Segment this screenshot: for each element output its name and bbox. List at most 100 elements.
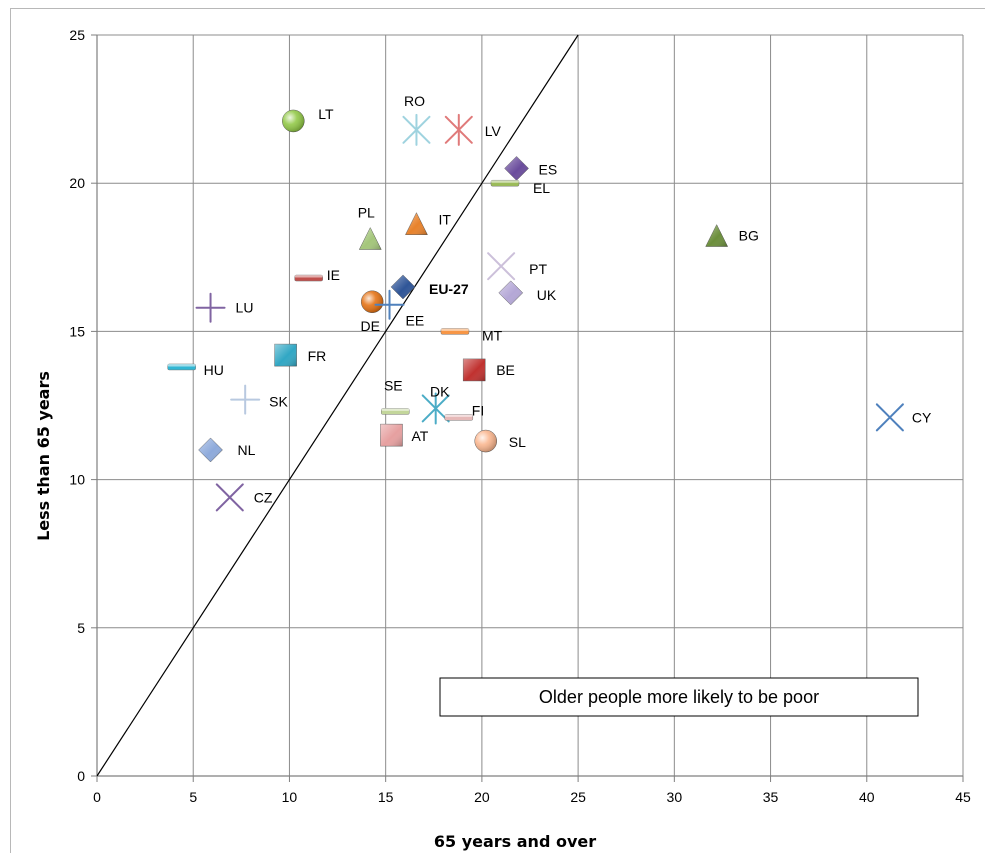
marker-fi [444, 414, 474, 421]
x-tick-label-35: 35 [763, 789, 779, 805]
marker-pl [358, 226, 382, 250]
point-eu-27: EU-27 [390, 274, 469, 300]
data-points: LT RO LV ES EL PL IT BG IE PT EU-27 UK DE EE LU MT HU FR B… [167, 93, 932, 512]
marker-cz [215, 483, 244, 512]
point-lv: LV [444, 113, 502, 146]
marker-mt [440, 328, 470, 335]
point-uk: UK [498, 280, 557, 306]
point-cz: CZ [215, 483, 273, 512]
x-tick-label-5: 5 [189, 789, 197, 805]
marker-se [381, 408, 410, 415]
point-label-uk: UK [537, 287, 557, 303]
marker-eu-27 [390, 274, 416, 300]
y-tick-label-15: 15 [69, 323, 85, 339]
point-pt: PT [487, 252, 547, 281]
point-be: BE [462, 358, 515, 382]
marker-ro [402, 113, 431, 146]
point-label-dk: DK [430, 383, 450, 399]
point-nl: NL [198, 437, 256, 463]
marker-bg [705, 223, 729, 247]
point-label-lu: LU [236, 300, 254, 316]
annotation-box: Older people more likely to be poor [439, 677, 919, 717]
y-tick-label-20: 20 [69, 175, 85, 191]
point-ie: IE [294, 267, 340, 283]
point-it: IT [405, 212, 451, 235]
point-fr: FR [274, 343, 327, 367]
grid-lines [96, 34, 964, 777]
marker-el [490, 179, 520, 187]
x-tick-label-15: 15 [378, 789, 394, 805]
point-sk: SK [230, 384, 289, 415]
marker-hu [167, 363, 196, 371]
point-mt: MT [440, 327, 503, 343]
x-axis-title: 65 years and over [434, 832, 596, 851]
x-tick-label-30: 30 [667, 789, 683, 805]
point-hu: HU [167, 362, 224, 378]
point-label-at: AT [411, 428, 428, 444]
point-label-eu-27: EU-27 [429, 281, 469, 297]
marker-be [462, 358, 486, 382]
point-cy: CY [875, 403, 932, 432]
y-axis-ticks: 0 5 10 15 20 25 [69, 27, 97, 784]
y-tick-label-0: 0 [77, 768, 85, 784]
point-label-lt: LT [318, 106, 334, 122]
point-label-sk: SK [269, 394, 288, 410]
x-axis-ticks: 0 5 10 15 20 25 30 35 40 45 [93, 776, 971, 805]
annotation-rect [439, 677, 919, 717]
point-sl: SL [474, 429, 526, 453]
point-label-de: DE [360, 318, 379, 334]
point-label-el: EL [533, 180, 550, 196]
point-ro: RO [402, 93, 431, 146]
point-label-es: ES [539, 161, 558, 177]
point-lu: LU [195, 292, 254, 323]
annotation-text: Older people more likely to be poor [539, 687, 819, 707]
point-label-ro: RO [404, 93, 425, 109]
point-label-mt: MT [482, 327, 503, 343]
point-label-hu: HU [204, 362, 224, 378]
point-fi: FI [444, 402, 484, 421]
marker-lv [444, 113, 473, 146]
marker-pt [487, 252, 516, 281]
x-tick-label-45: 45 [955, 789, 971, 805]
marker-dk [421, 392, 450, 425]
x-tick-label-40: 40 [859, 789, 875, 805]
point-el: EL [490, 179, 550, 196]
reference-line [96, 34, 579, 777]
point-de: DE [360, 290, 384, 334]
point-at: AT [380, 423, 429, 447]
point-label-bg: BG [739, 228, 759, 244]
point-label-fr: FR [308, 348, 327, 364]
x-tick-label-20: 20 [474, 789, 490, 805]
point-label-cy: CY [912, 409, 932, 425]
marker-it [405, 212, 428, 235]
point-es: ES [504, 156, 558, 181]
y-axis-title: Less than 65 years [34, 371, 53, 541]
point-label-fi: FI [472, 402, 484, 418]
point-label-ee: EE [406, 313, 425, 329]
point-pl: PL [358, 205, 382, 250]
x-tick-label-0: 0 [93, 789, 101, 805]
point-label-be: BE [496, 362, 515, 378]
point-label-pl: PL [358, 205, 375, 221]
y-tick-label-10: 10 [69, 472, 85, 488]
marker-uk [498, 280, 524, 306]
point-ee: EE [374, 289, 425, 329]
marker-lt [282, 109, 305, 133]
point-lt: LT [282, 106, 334, 133]
marker-lu [195, 292, 226, 323]
point-label-se: SE [384, 377, 403, 393]
marker-sk [230, 384, 261, 415]
point-se: SE [381, 377, 410, 415]
marker-ee [374, 289, 405, 320]
point-dk: DK [421, 383, 450, 425]
marker-nl [198, 437, 223, 463]
chart-frame [10, 8, 985, 853]
point-bg: BG [705, 223, 759, 247]
x-tick-label-25: 25 [570, 789, 586, 805]
marker-es [504, 156, 529, 181]
marker-fr [274, 343, 297, 367]
point-label-lv: LV [485, 123, 502, 139]
point-label-nl: NL [238, 442, 256, 458]
point-label-sl: SL [509, 434, 526, 450]
